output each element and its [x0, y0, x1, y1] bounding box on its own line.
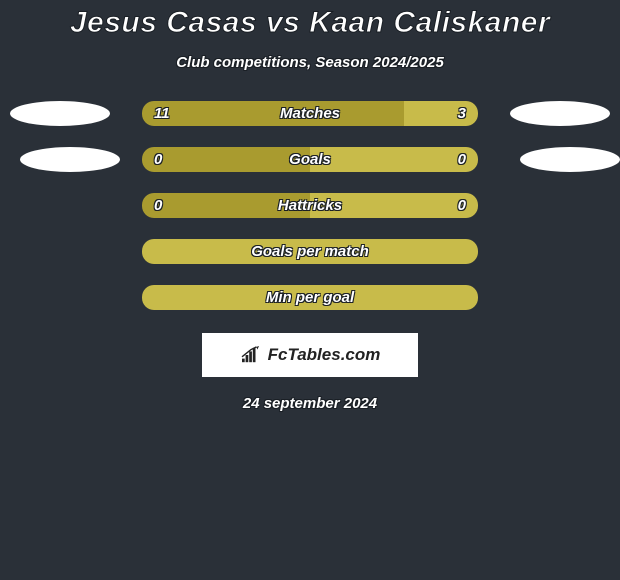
vs-text: vs — [266, 6, 300, 39]
player1-name: Jesus Casas — [70, 6, 257, 39]
stat-bar: Min per goal — [142, 285, 478, 310]
player1-marker — [20, 147, 120, 172]
fctables-icon — [240, 346, 262, 364]
stat-row: Min per goal — [0, 285, 620, 310]
stat-row: Goals per match — [0, 239, 620, 264]
player2-marker — [510, 101, 610, 126]
brand-text: FcTables.com — [268, 345, 381, 365]
stat-bar: Goals00 — [142, 147, 478, 172]
infographic-container: Jesus Casas vs Kaan Caliskaner Club comp… — [0, 0, 620, 412]
stat-bar: Hattricks00 — [142, 193, 478, 218]
subtitle: Club competitions, Season 2024/2025 — [176, 54, 444, 71]
stat-bar: Goals per match — [142, 239, 478, 264]
brand-box: FcTables.com — [202, 333, 418, 377]
stat-row: Matches113 — [0, 101, 620, 126]
stat-bars: Matches113 Goals00 Hattricks00 Goals per ma… — [0, 101, 620, 331]
player1-marker — [10, 101, 110, 126]
stat-bar: Matches113 — [142, 101, 478, 126]
date-text: 24 september 2024 — [243, 395, 377, 412]
player2-name: Kaan Caliskaner — [309, 6, 550, 39]
stat-row: Hattricks00 — [0, 193, 620, 218]
player2-marker — [520, 147, 620, 172]
comparison-title: Jesus Casas vs Kaan Caliskaner — [70, 6, 550, 40]
stat-row: Goals00 — [0, 147, 620, 172]
